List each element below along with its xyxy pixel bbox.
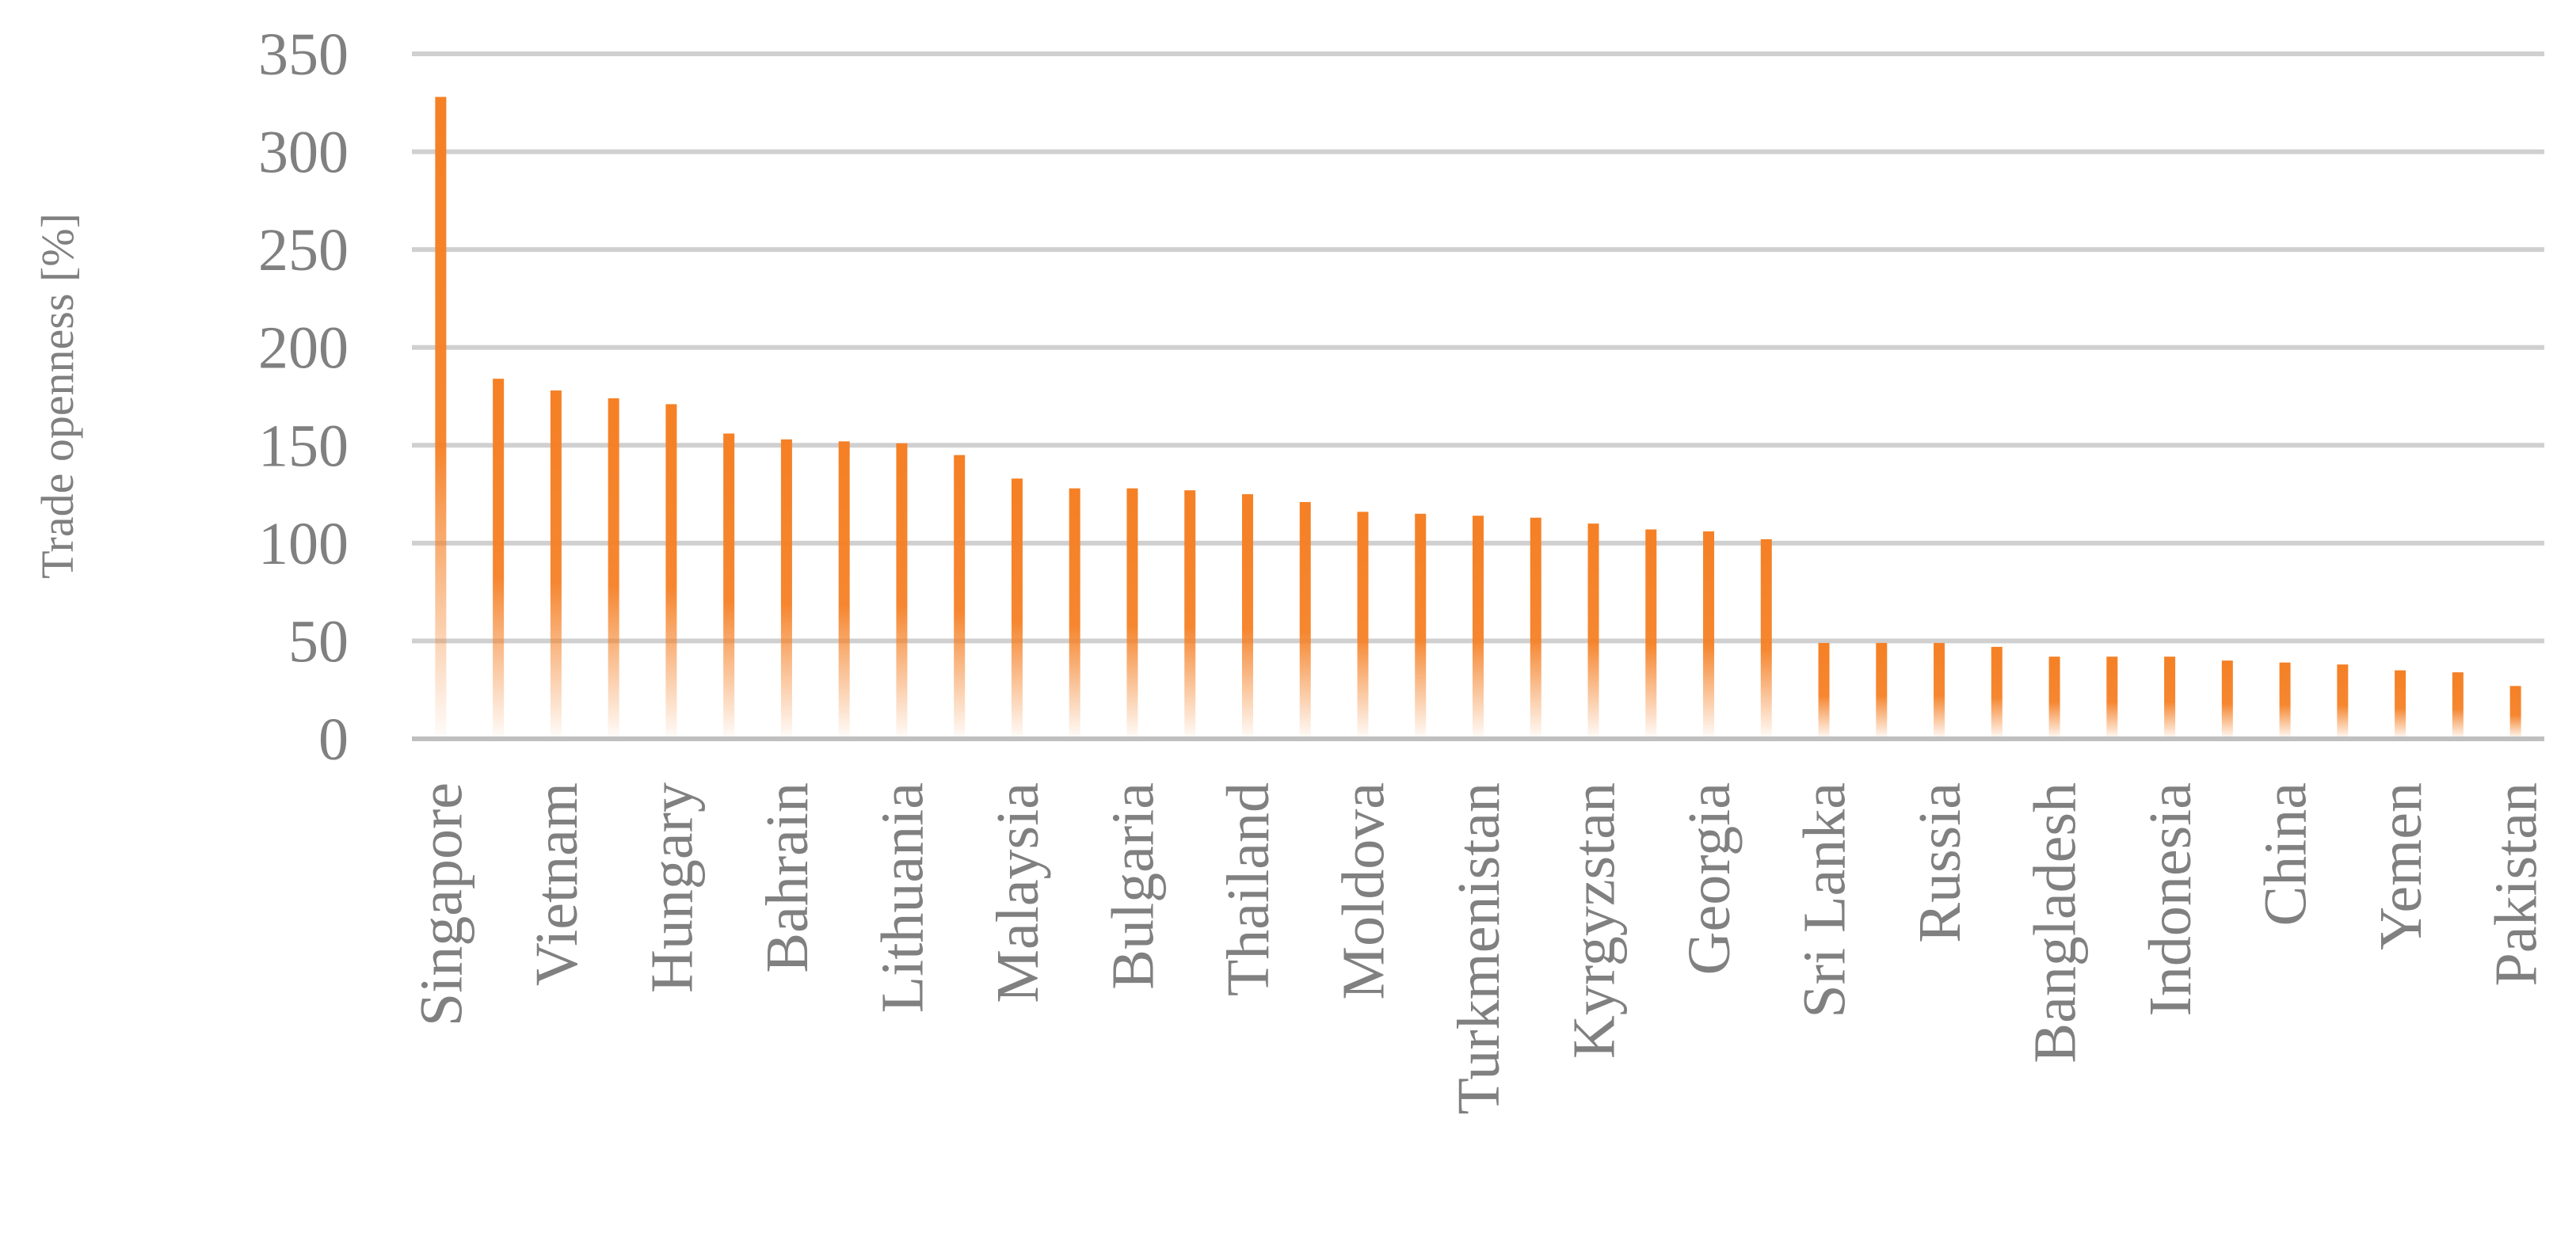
bar (838, 441, 850, 739)
bar (1473, 516, 1484, 739)
bar (2452, 672, 2464, 739)
y-tick-label: 300 (258, 120, 349, 186)
gridlines (412, 51, 2544, 644)
bar (723, 433, 735, 739)
x-category-label: Yemen (2368, 782, 2434, 950)
x-category-label: Bangladesh (2022, 782, 2089, 1064)
x-category-label: Indonesia (2137, 782, 2204, 1016)
y-tick-label: 250 (258, 217, 349, 284)
bar (1415, 513, 1427, 739)
x-axis-category-labels: Singapore Vietnam Hungary Bahrain Lithuania M… (408, 782, 2549, 1114)
x-category-label: Moldova (1330, 782, 1397, 999)
bar (1069, 488, 1080, 739)
bar (1587, 523, 1599, 739)
bar (2164, 656, 2176, 739)
bar (550, 390, 562, 739)
y-axis-title: Trade openness [%] (32, 213, 83, 579)
bar (1126, 488, 1138, 739)
x-category-label: Lithuania (869, 782, 936, 1013)
x-category-label: Malaysia (985, 782, 1051, 1003)
bar (954, 455, 966, 739)
bar (1299, 501, 1311, 739)
bar (1530, 517, 1541, 739)
bar (2279, 662, 2291, 739)
x-category-label: Turkmenistan (1446, 782, 1512, 1114)
bar (2048, 656, 2060, 739)
y-tick-label: 150 (258, 413, 349, 479)
y-tick-label: 0 (318, 706, 349, 773)
x-category-label: Pakistan (2483, 782, 2550, 987)
bar (2337, 664, 2349, 739)
y-tick-label: 50 (288, 608, 349, 675)
bar (1184, 490, 1196, 739)
bar (1357, 512, 1369, 739)
bar (2221, 660, 2233, 739)
x-category-label: Bulgaria (1099, 782, 1166, 990)
bar (1818, 642, 1830, 739)
y-tick-label: 200 (258, 315, 349, 382)
y-tick-label: 350 (258, 21, 349, 88)
bar (1876, 642, 1888, 739)
bar (1703, 531, 1715, 739)
x-category-label: Kyrgyzstan (1561, 782, 1628, 1059)
bar (493, 379, 505, 739)
x-category-label: Thailand (1215, 782, 1282, 996)
bar (2509, 686, 2521, 739)
x-category-label: Vietnam (524, 782, 590, 986)
x-category-label: Sri Lanka (1792, 782, 1858, 1018)
x-category-label: Russia (1907, 782, 1973, 943)
x-category-label: Bahrain (754, 782, 821, 973)
y-axis-ticks: 0 50 100 150 200 250 300 350 (258, 21, 349, 773)
y-tick-label: 100 (258, 511, 349, 577)
bar (608, 398, 619, 739)
x-category-label: Singapore (408, 782, 474, 1026)
bar (1011, 478, 1023, 739)
x-category-label: Georgia (1676, 782, 1743, 975)
bars (435, 97, 2521, 739)
bar (435, 97, 447, 739)
bar (2106, 656, 2118, 739)
bar (665, 404, 677, 739)
x-category-label: Hungary (638, 782, 705, 993)
bar (1241, 494, 1253, 739)
bar (780, 439, 792, 739)
bar (1934, 642, 1945, 739)
bar (1645, 529, 1657, 739)
bar (896, 443, 908, 739)
x-category-label: China (2253, 782, 2319, 927)
bar (1991, 646, 2002, 739)
bar (1760, 538, 1772, 739)
bar (2395, 670, 2406, 739)
